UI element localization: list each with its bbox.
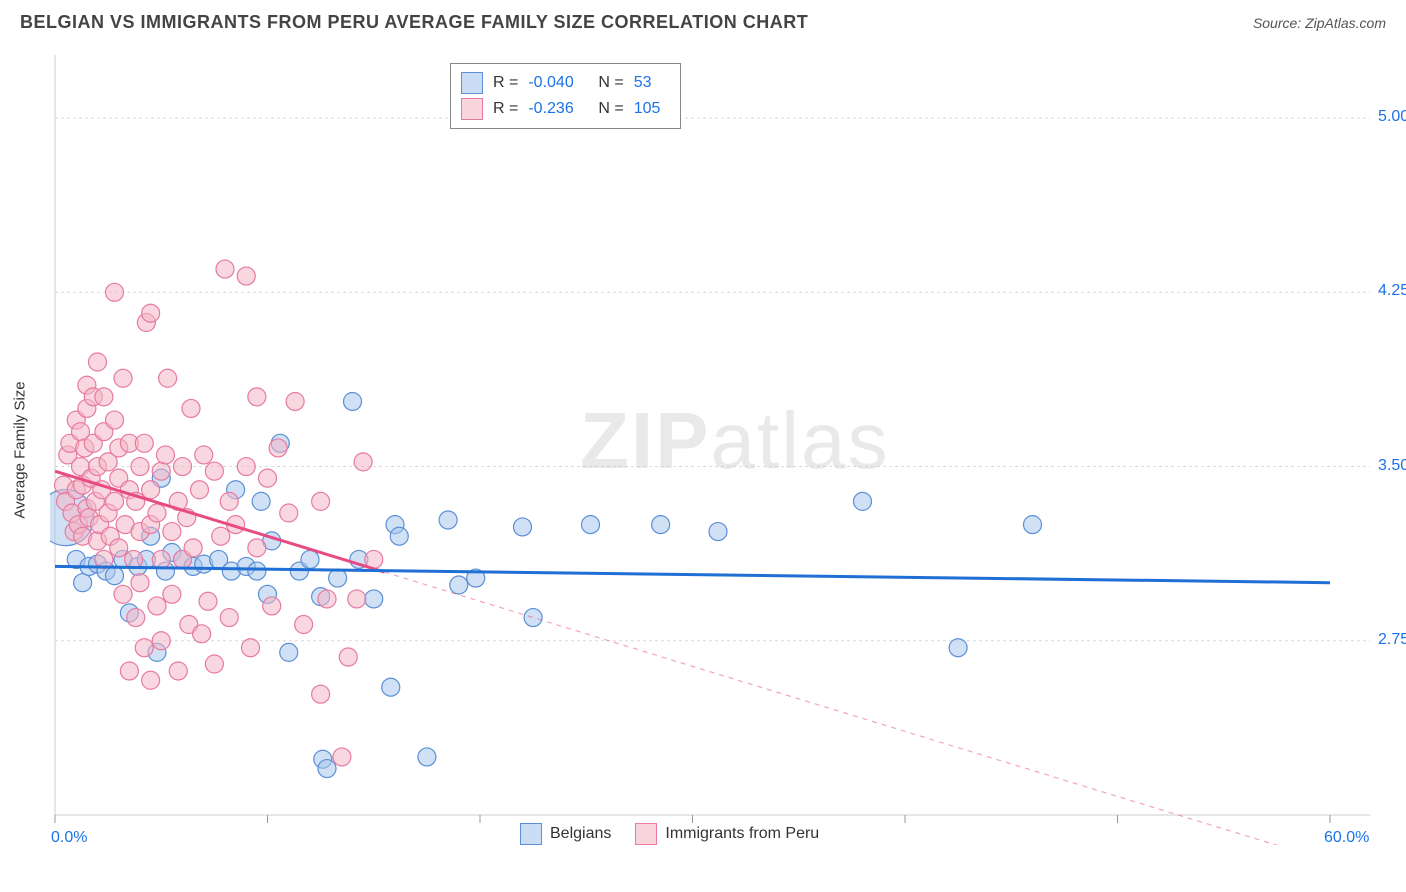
y-tick-label: 4.25 [1378,282,1406,300]
stat-n-value: 53 [634,74,670,92]
y-tick-label: 2.75 [1378,631,1406,649]
legend-series-name: Immigrants from Peru [665,825,819,843]
stat-r-label: R = [493,100,518,118]
x-axis-max-label: 60.0% [1324,829,1369,847]
stat-r-value: -0.040 [528,74,588,92]
stat-r-label: R = [493,74,518,92]
legend-swatch [635,823,657,845]
x-axis-min-label: 0.0% [51,829,87,847]
correlation-legend: R = -0.040 N = 53 R = -0.236 N = 105 [450,63,681,129]
stat-r-value: -0.236 [528,100,588,118]
legend-stat-row: R = -0.236 N = 105 [461,96,670,122]
stat-n-label: N = [598,100,623,118]
source-attribution: Source: ZipAtlas.com [1253,15,1386,31]
legend-series-name: Belgians [550,825,611,843]
legend-item: Immigrants from Peru [635,823,819,845]
stat-n-label: N = [598,74,623,92]
y-tick-label: 3.50 [1378,457,1406,475]
legend-swatch [520,823,542,845]
chart-title: BELGIAN VS IMMIGRANTS FROM PERU AVERAGE … [20,12,808,33]
legend-swatch [461,98,483,120]
scatter-plot [50,55,1380,845]
y-tick-label: 5.00 [1378,108,1406,126]
stat-n-value: 105 [634,100,670,118]
legend-item: Belgians [520,823,611,845]
chart-container: Average Family Size ZIPatlas R =-0.040N … [50,55,1380,845]
legend-swatch [461,72,483,94]
series-legend: Belgians Immigrants from Peru [520,823,819,845]
y-axis-label: Average Family Size [12,381,29,518]
legend-stat-row: R = -0.040 N = 53 [461,70,670,96]
